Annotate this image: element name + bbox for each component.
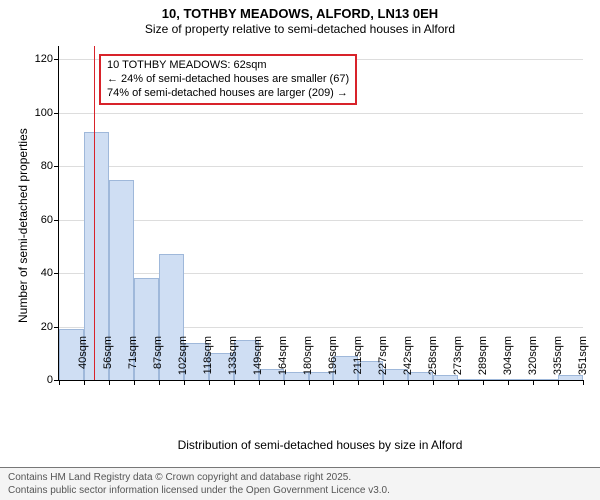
x-tick-label: 242sqm bbox=[400, 336, 414, 386]
x-tick bbox=[184, 380, 185, 385]
y-tick-label: 100 bbox=[35, 107, 59, 119]
x-tick-label: 335sqm bbox=[550, 336, 564, 386]
x-tick bbox=[558, 380, 559, 385]
plot-area: 10 TOTHBY MEADOWS: 62sqm ← 24% of semi-d… bbox=[58, 46, 583, 381]
x-tick-label: 56sqm bbox=[100, 336, 114, 386]
x-tick bbox=[583, 380, 584, 385]
y-tick-label: 40 bbox=[41, 267, 59, 279]
x-tick bbox=[159, 380, 160, 385]
title-line-2: Size of property relative to semi-detach… bbox=[0, 22, 600, 37]
chart-title: 10, TOTHBY MEADOWS, ALFORD, LN13 0EH Siz… bbox=[0, 6, 600, 37]
x-tick bbox=[383, 380, 384, 385]
x-tick-label: 258sqm bbox=[425, 336, 439, 386]
annotation-line-2: ← 24% of semi-detached houses are smalle… bbox=[107, 73, 349, 87]
y-tick-label: 20 bbox=[41, 321, 59, 333]
x-tick-label: 133sqm bbox=[225, 336, 239, 386]
x-tick-label: 118sqm bbox=[200, 336, 214, 386]
x-tick bbox=[134, 380, 135, 385]
x-tick bbox=[508, 380, 509, 385]
x-tick bbox=[309, 380, 310, 385]
attribution-footer: Contains HM Land Registry data © Crown c… bbox=[0, 467, 600, 500]
title-line-1: 10, TOTHBY MEADOWS, ALFORD, LN13 0EH bbox=[0, 6, 600, 22]
x-tick-label: 211sqm bbox=[350, 336, 364, 386]
x-tick-label: 273sqm bbox=[450, 336, 464, 386]
x-tick-label: 149sqm bbox=[250, 336, 264, 386]
y-tick-label: 0 bbox=[47, 374, 59, 386]
y-axis-title: Number of semi-detached properties bbox=[16, 128, 30, 323]
x-tick bbox=[433, 380, 434, 385]
x-tick bbox=[209, 380, 210, 385]
footer-line-2: Contains public sector information licen… bbox=[8, 484, 592, 497]
footer-line-1: Contains HM Land Registry data © Crown c… bbox=[8, 471, 592, 484]
y-tick-label: 80 bbox=[41, 160, 59, 172]
x-tick bbox=[259, 380, 260, 385]
x-tick bbox=[84, 380, 85, 385]
x-tick-label: 102sqm bbox=[175, 336, 189, 386]
x-tick-label: 289sqm bbox=[475, 336, 489, 386]
x-tick-label: 164sqm bbox=[275, 336, 289, 386]
x-tick-label: 71sqm bbox=[125, 336, 139, 386]
y-tick-label: 120 bbox=[35, 53, 59, 65]
x-tick bbox=[284, 380, 285, 385]
x-tick bbox=[483, 380, 484, 385]
annotation-line-3: 74% of semi-detached houses are larger (… bbox=[107, 87, 349, 101]
reference-line bbox=[94, 46, 95, 380]
x-tick bbox=[333, 380, 334, 385]
y-tick-label: 60 bbox=[41, 214, 59, 226]
x-tick bbox=[458, 380, 459, 385]
x-tick bbox=[533, 380, 534, 385]
x-tick bbox=[59, 380, 60, 385]
x-tick-label: 87sqm bbox=[150, 336, 164, 386]
x-tick bbox=[358, 380, 359, 385]
x-tick bbox=[109, 380, 110, 385]
x-tick-label: 320sqm bbox=[525, 336, 539, 386]
x-tick-label: 40sqm bbox=[75, 336, 89, 386]
x-tick bbox=[234, 380, 235, 385]
x-tick-label: 227sqm bbox=[375, 336, 389, 386]
annotation-box: 10 TOTHBY MEADOWS: 62sqm ← 24% of semi-d… bbox=[99, 54, 357, 105]
x-tick-label: 351sqm bbox=[575, 336, 589, 386]
annotation-line-1: 10 TOTHBY MEADOWS: 62sqm bbox=[107, 59, 349, 73]
chart-container: 10, TOTHBY MEADOWS, ALFORD, LN13 0EH Siz… bbox=[0, 0, 600, 500]
x-axis-title: Distribution of semi-detached houses by … bbox=[58, 438, 582, 452]
x-tick-label: 180sqm bbox=[300, 336, 314, 386]
x-tick bbox=[408, 380, 409, 385]
x-tick-label: 196sqm bbox=[325, 336, 339, 386]
x-tick-label: 304sqm bbox=[500, 336, 514, 386]
